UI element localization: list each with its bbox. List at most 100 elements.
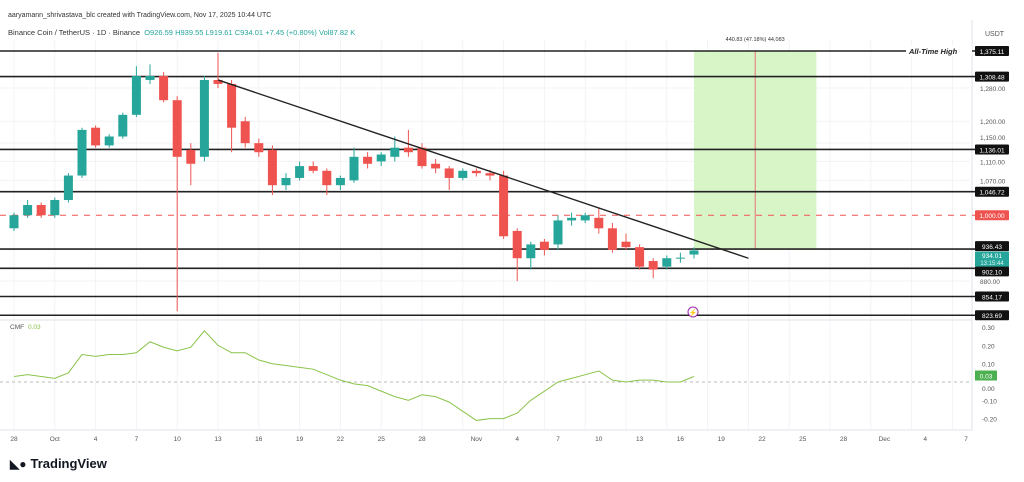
- time-tick-label: 10: [595, 436, 603, 443]
- time-tick-label: 10: [174, 436, 182, 443]
- candle-body: [23, 205, 33, 216]
- price-tick-label: 1,110.00: [980, 159, 1005, 166]
- candle: [621, 233, 631, 250]
- descending-trendline: [217, 79, 749, 259]
- candle-body: [267, 149, 277, 186]
- level-badge: [975, 144, 1009, 155]
- candle-body: [526, 244, 536, 259]
- level-price-label: 823.69: [982, 313, 1002, 320]
- time-tick-label: 28: [418, 436, 426, 443]
- candle: [444, 166, 454, 191]
- candle: [675, 252, 685, 263]
- level-price-label: 1,308.48: [979, 75, 1005, 82]
- currency-label: USDT: [985, 31, 1005, 38]
- candle-body: [172, 100, 182, 157]
- candle-body: [689, 250, 699, 255]
- level-badge: [975, 310, 1009, 321]
- candle-body: [363, 156, 373, 164]
- cmf-tick-label: 0.00: [982, 386, 995, 393]
- event-lightning-icon: [687, 306, 699, 318]
- candle-body: [580, 215, 590, 221]
- level-badge: [975, 71, 1009, 82]
- candle-body: [539, 241, 549, 250]
- last-price-label: 934.01: [982, 253, 1002, 260]
- cmf-tick-label: 0.30: [982, 325, 995, 332]
- candle: [458, 168, 468, 181]
- price-tick-label: 1,200.00: [980, 119, 1006, 126]
- candle: [240, 116, 250, 148]
- candle: [390, 136, 400, 162]
- time-tick-label: 13: [636, 436, 644, 443]
- tv-logo-icon: ◣●: [10, 456, 27, 471]
- candle-body: [553, 220, 563, 245]
- candle: [281, 173, 291, 191]
- last-price-badge: [975, 251, 1009, 267]
- cmf-line: [13, 330, 695, 421]
- candle-body: [159, 76, 169, 101]
- candle-body: [91, 127, 101, 146]
- ohlc-high: H939.55: [175, 28, 204, 37]
- measure-label: 440.83 (47.18%) 44,083: [726, 37, 785, 43]
- time-tick-label: 4: [515, 436, 519, 443]
- candle: [431, 159, 441, 174]
- candle: [607, 223, 617, 253]
- candle-body: [607, 228, 617, 250]
- candle: [9, 212, 19, 231]
- time-tick-label: 28: [840, 436, 848, 443]
- time-tick-label: 16: [677, 436, 685, 443]
- candle-body: [485, 173, 495, 176]
- level-badge: [975, 210, 1009, 221]
- symbol-legend: Binance Coin / TetherUS · 1D · Binance O…: [8, 28, 355, 37]
- candle: [376, 152, 386, 167]
- candle: [23, 199, 33, 218]
- candle: [50, 197, 60, 218]
- cmf-tick-label: 0.10: [982, 362, 995, 369]
- cmf-last-badge: [975, 370, 997, 381]
- time-tick-label: 7: [964, 436, 968, 443]
- time-tick-label: 19: [718, 436, 726, 443]
- ohlc-change: +7.45 (+0.80%): [265, 28, 317, 37]
- candle: [349, 147, 359, 183]
- symbol-name[interactable]: Binance Coin / TetherUS · 1D · Binance: [8, 28, 141, 37]
- candle: [363, 152, 373, 169]
- time-tick-label: Dec: [879, 436, 891, 443]
- time-tick-label: 13: [214, 436, 222, 443]
- ohlc-close: C934.01: [234, 28, 264, 37]
- candle: [635, 244, 645, 270]
- time-tick-label: 22: [758, 436, 766, 443]
- candle-body: [145, 76, 155, 80]
- lightning-glyph: ⚡: [689, 308, 698, 317]
- candle-body: [458, 170, 468, 178]
- candle-body: [403, 147, 413, 153]
- price-tick-label: 880.00: [980, 279, 1000, 286]
- candle: [104, 134, 114, 148]
- candle: [580, 212, 590, 224]
- candle: [553, 215, 563, 250]
- candle-body: [131, 76, 141, 115]
- candle: [594, 207, 604, 234]
- candle-body: [567, 217, 577, 221]
- candle-body: [349, 156, 359, 181]
- candle: [254, 138, 264, 157]
- candle: [335, 175, 345, 191]
- time-tick-label: 25: [799, 436, 807, 443]
- candle-body: [77, 129, 87, 176]
- time-tick-label: Oct: [50, 436, 60, 443]
- price-tick-label: 1,280.00: [980, 86, 1006, 93]
- time-tick-label: 16: [255, 436, 263, 443]
- candle-body: [376, 154, 386, 162]
- cmf-value: 0.03: [28, 324, 41, 331]
- candle: [159, 72, 169, 103]
- time-tick-label: 7: [556, 436, 560, 443]
- price-chart-svg[interactable]: USDT 440.83 (47.18%) 44,083 1,280.00 1,200.…: [0, 0, 1024, 450]
- time-tick-label: 4: [923, 436, 927, 443]
- candle: [77, 127, 87, 178]
- candle-body: [254, 143, 264, 153]
- level-badge: [975, 266, 1009, 277]
- time-tick-label: 19: [296, 436, 304, 443]
- chart-credit: aaryamann_shrivastava_blc created with T…: [8, 12, 272, 19]
- candle-body: [499, 175, 509, 237]
- candle-body: [295, 166, 305, 178]
- candle-body: [281, 177, 291, 186]
- time-tick-label: Nov: [471, 436, 483, 443]
